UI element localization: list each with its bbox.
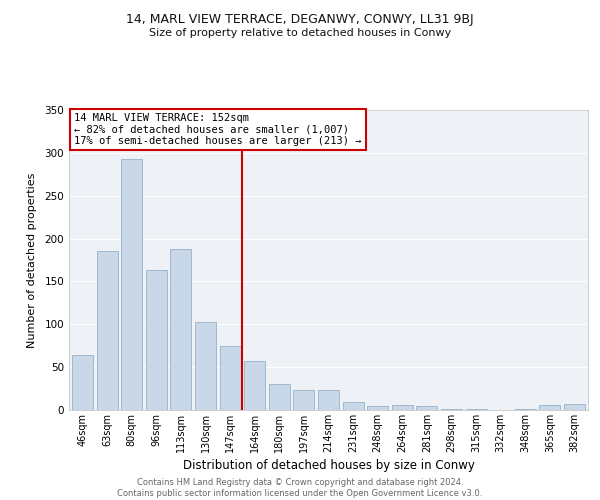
Y-axis label: Number of detached properties: Number of detached properties	[28, 172, 37, 348]
Bar	[466, 409, 487, 410]
Bar	[441, 409, 462, 410]
Bar	[564, 404, 585, 410]
X-axis label: Distribution of detached houses by size in Conwy: Distribution of detached houses by size …	[182, 459, 475, 472]
Bar	[343, 402, 364, 410]
Bar	[121, 159, 142, 410]
Bar	[244, 361, 265, 410]
Text: Contains HM Land Registry data © Crown copyright and database right 2024.
Contai: Contains HM Land Registry data © Crown c…	[118, 478, 482, 498]
Bar	[97, 252, 118, 410]
Bar	[146, 270, 167, 410]
Bar	[416, 406, 437, 410]
Bar	[515, 409, 536, 410]
Bar	[170, 249, 191, 410]
Bar	[72, 355, 93, 410]
Bar	[539, 405, 560, 410]
Text: 14 MARL VIEW TERRACE: 152sqm
← 82% of detached houses are smaller (1,007)
17% of: 14 MARL VIEW TERRACE: 152sqm ← 82% of de…	[74, 113, 362, 146]
Bar	[318, 390, 339, 410]
Bar	[367, 406, 388, 410]
Text: Size of property relative to detached houses in Conwy: Size of property relative to detached ho…	[149, 28, 451, 38]
Bar	[293, 390, 314, 410]
Bar	[269, 384, 290, 410]
Text: 14, MARL VIEW TERRACE, DEGANWY, CONWY, LL31 9BJ: 14, MARL VIEW TERRACE, DEGANWY, CONWY, L…	[126, 12, 474, 26]
Bar	[392, 405, 413, 410]
Bar	[220, 346, 241, 410]
Bar	[195, 322, 216, 410]
